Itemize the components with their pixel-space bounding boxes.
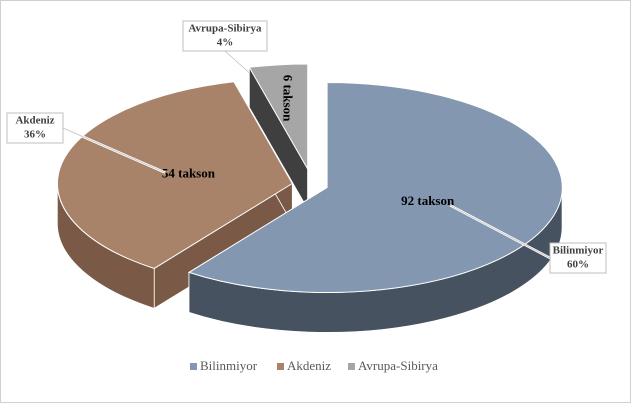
legend-swatch bbox=[190, 363, 197, 370]
callout-name: Avrupa-Sibirya bbox=[188, 23, 262, 35]
legend-swatch bbox=[348, 363, 355, 370]
callout-value: 36% bbox=[24, 129, 46, 141]
callout-box bbox=[182, 20, 268, 52]
callout-box bbox=[6, 112, 64, 144]
leader-line bbox=[449, 204, 551, 259]
slice bbox=[187, 81, 563, 293]
callout-value: 60% bbox=[567, 259, 589, 271]
leader-line bbox=[62, 127, 166, 174]
count-label: 54 takson bbox=[162, 166, 216, 181]
leader-line bbox=[224, 50, 250, 74]
slice bbox=[248, 63, 309, 171]
callout-name: Akdeniz bbox=[15, 115, 54, 127]
legend-swatch bbox=[277, 363, 284, 370]
legend: Bilinmiyor Akdeniz Avrupa-Sibirya bbox=[190, 358, 438, 373]
legend-label: Bilinmiyor bbox=[200, 358, 258, 373]
count-label: 6 takson bbox=[281, 75, 296, 122]
callout-name: Bilinmiyor bbox=[553, 245, 604, 257]
legend-label: Avrupa-Sibirya bbox=[358, 358, 438, 373]
callout-box bbox=[549, 242, 607, 274]
callout-value: 4% bbox=[217, 37, 234, 49]
legend-label: Akdeniz bbox=[287, 358, 331, 373]
count-label: 92 takson bbox=[401, 193, 455, 208]
slice bbox=[57, 81, 293, 269]
